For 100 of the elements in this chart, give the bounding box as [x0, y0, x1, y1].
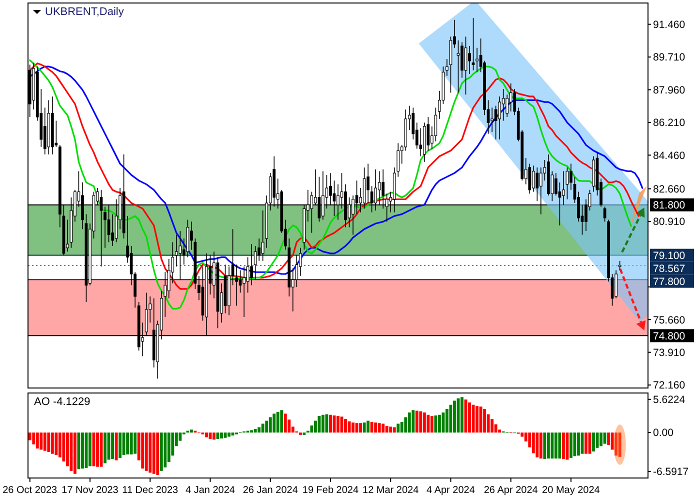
y-tick-label: -6.5917 — [653, 466, 689, 478]
candlestick — [498, 96, 502, 140]
y-tick-label: 82.660 — [653, 183, 686, 196]
bar — [50, 432, 54, 454]
bar — [160, 432, 163, 471]
candlestick — [490, 107, 494, 132]
bar — [562, 432, 565, 460]
candlestick — [111, 214, 114, 246]
bar — [268, 417, 272, 433]
x-tick-label: 20 May 2024 — [542, 485, 600, 496]
bar — [392, 427, 396, 433]
bar — [378, 423, 381, 433]
bar — [434, 415, 438, 433]
bar — [156, 432, 160, 476]
y-tick-label: 91.460 — [653, 18, 686, 31]
candlestick — [178, 230, 182, 280]
bar — [88, 432, 92, 466]
bar — [107, 432, 110, 460]
bar — [322, 414, 324, 433]
candlestick — [446, 58, 448, 76]
bar — [190, 430, 193, 433]
x-tick-label: 12 Mar 2024 — [362, 485, 420, 496]
bar — [396, 424, 400, 433]
candlestick — [43, 107, 46, 155]
candlestick — [242, 266, 246, 318]
candlestick — [174, 234, 178, 267]
y-tick-label: 84.460 — [653, 150, 686, 162]
bar — [152, 432, 156, 474]
bar — [344, 418, 347, 433]
bar — [130, 432, 133, 454]
bar — [385, 426, 388, 433]
bar — [366, 420, 370, 433]
candlestick — [258, 238, 261, 262]
bar — [272, 414, 276, 433]
x-tick-label: 26 Jan 2024 — [242, 485, 298, 496]
candlestick — [456, 40, 460, 94]
bar — [144, 432, 148, 471]
bar — [205, 432, 208, 438]
bar — [47, 432, 50, 452]
bar — [336, 416, 340, 433]
candlestick — [570, 163, 572, 190]
candlestick — [235, 264, 238, 306]
y-tick-label: 0.00 — [653, 427, 674, 440]
candlestick — [614, 270, 618, 299]
bar — [81, 432, 84, 469]
candlestick — [476, 47, 478, 73]
candlestick — [554, 172, 558, 196]
bar — [600, 432, 602, 446]
bar — [614, 432, 618, 456]
bar — [43, 432, 46, 451]
bar — [352, 422, 354, 433]
bar — [577, 432, 580, 456]
bar — [430, 416, 434, 433]
bar — [134, 432, 137, 454]
bar — [483, 408, 486, 433]
bar — [32, 432, 36, 444]
bar — [54, 432, 58, 455]
bar — [422, 412, 426, 433]
x-tick-label: 4 Jan 2024 — [185, 485, 236, 496]
bar — [558, 432, 562, 459]
bar — [490, 418, 494, 433]
bar — [355, 423, 358, 433]
bar — [442, 412, 445, 433]
candlestick — [250, 244, 254, 286]
ref-line-label: 78.567 — [653, 262, 686, 275]
bar — [543, 432, 546, 460]
bar — [570, 432, 572, 458]
candlestick — [190, 221, 193, 250]
candlestick — [298, 247, 302, 276]
ref-line-label: 77.800 — [653, 276, 686, 288]
bar — [554, 432, 558, 459]
bar — [148, 432, 152, 473]
bar — [412, 410, 415, 433]
bar — [318, 416, 321, 433]
bar — [228, 432, 230, 437]
bar — [254, 429, 257, 433]
bar — [74, 432, 76, 474]
bar — [389, 426, 392, 433]
y-tick-label: 5.6224 — [653, 394, 686, 406]
bar — [532, 432, 535, 454]
bar — [382, 424, 385, 433]
bar — [539, 432, 542, 459]
candlestick — [532, 165, 535, 192]
bar — [164, 432, 167, 468]
bar — [460, 397, 464, 433]
bar — [212, 432, 216, 440]
bar — [280, 410, 284, 433]
bar — [265, 420, 268, 433]
bar — [359, 423, 362, 433]
bar — [96, 432, 99, 467]
bar — [111, 432, 114, 460]
candlestick — [506, 94, 509, 118]
bar — [468, 402, 471, 433]
bar — [329, 414, 332, 433]
x-tick-label: 19 Feb 2024 — [302, 485, 359, 496]
bar — [415, 410, 418, 433]
y-tick-label: 89.710 — [653, 52, 686, 64]
bar — [446, 408, 448, 433]
candlestick — [167, 258, 170, 299]
bar — [220, 432, 223, 438]
